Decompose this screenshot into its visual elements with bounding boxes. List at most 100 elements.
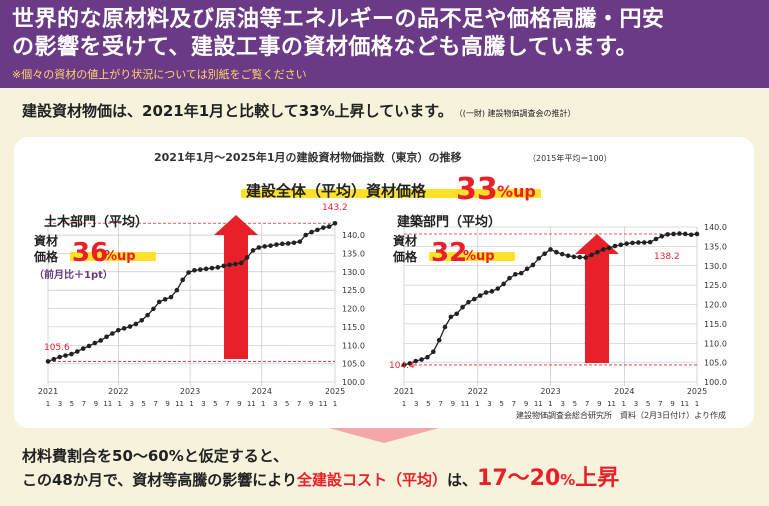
data-point [442,324,448,330]
headline-line1: 世界的な原材料及び原油等エネルギーの品不足や価格高騰・円安 [12,7,665,32]
data-point [460,304,465,310]
data-point [115,327,121,333]
data-point [618,242,624,248]
data-point [110,331,115,336]
x-year-label: 2024 [252,387,272,396]
x-year-label: 2021 [394,387,414,396]
data-point [548,247,553,252]
data-point [612,243,618,249]
y-tick-label: 125.0 [342,286,365,295]
y-tick-label: 130.0 [342,268,365,277]
y-tick-label: 120.0 [704,301,727,310]
x-year-label: 2025 [687,387,707,396]
data-point [518,270,524,276]
x-month-label: 3 [487,400,491,408]
x-month-label: 5 [70,400,74,408]
data-point [227,262,232,268]
data-point [583,255,588,260]
data-point [682,231,688,237]
x-month-label: 11 [103,400,112,408]
x-month-label: 7 [225,400,229,408]
overall-highlight [241,189,541,198]
x-month-label: 9 [237,400,241,408]
x-month-label: 5 [499,400,503,408]
data-point [524,266,530,272]
civil-engineering-chart: 100.0 105.0 110.0 115.0 120.0 125.0 130.0 135.0… [33,203,365,408]
data-point [688,232,694,238]
data-point [507,275,512,281]
y-tick-label: 105.0 [342,360,365,369]
y-tick-label: 105.0 [704,359,727,368]
y-tick-label: 110.0 [704,339,727,348]
x-month-label: 1 [46,400,50,408]
data-point [151,306,156,312]
badge-unit: %up [463,249,495,264]
x-month-label: 9 [165,400,169,408]
data-point [279,241,285,247]
panel-title: 土木部門（平均） [44,214,148,230]
data-point [600,247,606,252]
x-month-label: 1 [548,400,552,408]
data-point [285,241,291,246]
bottom-line2-c: は、 [447,471,478,489]
x-month-label: 3 [560,400,564,408]
data-point [274,242,279,247]
y-tick-label: 120.0 [342,305,365,314]
data-point [57,354,63,360]
y-tick-label: 115.0 [704,320,727,329]
y-tick-label: 130.0 [704,262,727,271]
x-year-label: 2025 [325,387,345,396]
x-year-label: 2023 [180,387,200,396]
up-arrow [214,215,258,359]
data-point [577,254,583,260]
data-point [63,353,68,358]
headline-line2: の影響を受けて、建設工事の資材価格なども高騰しています。 [12,35,639,60]
x-month-label: 3 [129,400,133,408]
badge-highlight [70,252,156,261]
data-point [250,248,256,253]
x-month-label: 7 [153,400,157,408]
data-point [671,231,676,237]
x-month-label: 1 [333,400,337,408]
data-point [501,281,506,287]
data-point [595,249,600,255]
data-point [489,289,495,294]
data-point [559,251,565,257]
y-tick-label: 110.0 [342,341,365,350]
data-point [454,311,460,317]
chart-title-note: （2015年平均＝100） [528,153,612,163]
data-point [186,270,191,275]
data-point [139,317,145,323]
x-year-label: 2023 [540,387,560,396]
badge-label: 価格 [392,249,418,264]
badge-label: 資材 [34,233,58,248]
data-point [168,294,174,300]
bottom-line2: この48か月で、資材等高騰の影響により全建設コスト（平均）は、17～20%上昇 [22,465,619,494]
building-chart: 100.0 105.0 110.0 115.0 120.0 125.0 130.0 135.0… [389,214,727,408]
data-point [238,260,244,266]
data-point [401,362,407,368]
data-point [431,349,436,355]
x-month-label: 11 [607,400,616,408]
bottom-rise: 上昇 [575,466,620,491]
x-month-label: 9 [309,400,313,408]
data-point [448,314,454,320]
data-point [606,245,612,251]
start-value-label: 104.4 [389,361,415,371]
x-month-label: 11 [247,400,256,408]
data-point [221,263,227,269]
x-month-label: 1 [695,400,699,408]
bottom-line2-a: この48か月で、資材等高騰の影響により [22,471,297,489]
x-month-label: 9 [524,400,528,408]
source-note: 建設物価調査会総合研究所 資料（2月3日付け）より作成 [516,410,726,420]
data-point [309,229,314,235]
data-point [69,351,74,357]
data-point [513,271,518,277]
y-tick-label: 140.0 [704,223,727,232]
x-year-label: 2022 [468,387,488,396]
y-tick-label: 140.0 [342,231,365,240]
lead-statement: 建設資材物価は、2021年1月と比較して33%上昇しています。 [22,102,453,120]
data-point [262,244,268,249]
y-tick-label: 135.0 [704,242,727,251]
start-value-label: 105.6 [44,343,70,353]
